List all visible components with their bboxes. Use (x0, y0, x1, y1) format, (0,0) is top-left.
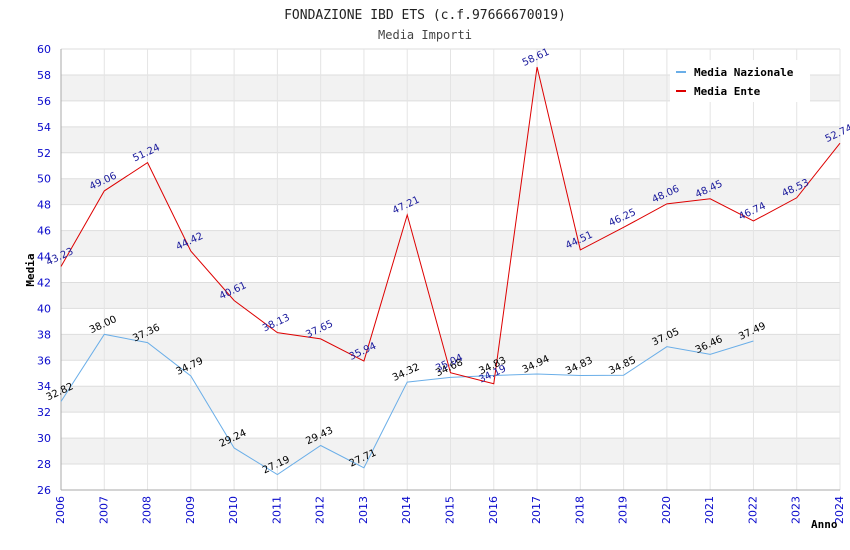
y-tick-label: 60 (37, 43, 51, 56)
y-tick-label: 34 (37, 380, 51, 393)
data-label: 38.13 (261, 312, 292, 334)
y-tick-label: 58 (37, 69, 51, 82)
y-tick-label: 26 (37, 484, 51, 497)
x-tick-label: 2011 (270, 496, 283, 524)
x-tick-label: 2012 (314, 496, 327, 524)
y-tick-label: 44 (37, 251, 51, 264)
y-tick-label: 38 (37, 328, 51, 341)
y-tick-label: 48 (37, 199, 51, 212)
x-tick-label: 2009 (184, 496, 197, 524)
x-axis-label: Anno (811, 518, 838, 531)
x-tick-label: 2016 (487, 496, 500, 524)
x-tick-label: 2007 (97, 496, 110, 524)
x-tick-label: 2022 (746, 496, 759, 524)
x-tick-label: 2018 (573, 496, 586, 524)
y-tick-labels: 26 28 30 32 34 36 38 40 42 44 46 48 50 52 54 56 58 60 (37, 43, 51, 497)
x-tick-label: 2024 (833, 496, 846, 524)
y-tick-label: 32 (37, 406, 51, 419)
gridlines (60, 48, 841, 491)
x-tick-label: 2006 (54, 496, 67, 524)
data-label: 43.23 (45, 246, 76, 268)
y-tick-label: 54 (37, 121, 51, 134)
legend-label: Media Ente (694, 85, 761, 98)
y-tick-label: 28 (37, 458, 51, 471)
x-tick-label: 2010 (227, 496, 240, 524)
series-line-0 (60, 333, 754, 476)
x-tick-label: 2021 (703, 496, 716, 524)
chart-title: FONDAZIONE IBD ETS (c.f.97666670019) (284, 8, 566, 23)
series-line-1 (60, 66, 841, 385)
chart-subtitle: Media Importi (378, 28, 472, 42)
x-tick-label: 2019 (617, 496, 630, 524)
x-tick-label: 2015 (444, 496, 457, 524)
y-tick-label: 36 (37, 354, 51, 367)
data-label: 58.61 (521, 47, 552, 69)
y-tick-label: 42 (37, 276, 51, 289)
y-tick-label: 30 (37, 432, 51, 445)
x-tick-label: 2014 (400, 496, 413, 524)
legend-box (670, 60, 810, 102)
y-tick-label: 40 (37, 302, 51, 315)
y-tick-label: 52 (37, 147, 51, 160)
data-label: 38.00 (88, 314, 119, 336)
y-tick-label: 56 (37, 95, 51, 108)
y-tick-label: 50 (37, 173, 51, 186)
x-tick-label: 2013 (357, 496, 370, 524)
series-lines (60, 66, 841, 476)
axes (60, 49, 840, 491)
legend-label: Media Nazionale (694, 66, 794, 79)
y-axis-label: Media (24, 253, 37, 286)
x-tick-label: 2020 (660, 496, 673, 524)
x-tick-label: 2017 (530, 496, 543, 524)
y-tick-label: 46 (37, 225, 51, 238)
x-tick-label: 2008 (141, 496, 154, 524)
x-tick-labels: 2006 2007 2008 2009 2010 2011 2012 2013 2014 2015… (54, 496, 846, 524)
x-tick-label: 2023 (790, 496, 803, 524)
legend: Media Nazionale Media Ente (670, 60, 810, 102)
data-label: 46.25 (607, 207, 638, 229)
